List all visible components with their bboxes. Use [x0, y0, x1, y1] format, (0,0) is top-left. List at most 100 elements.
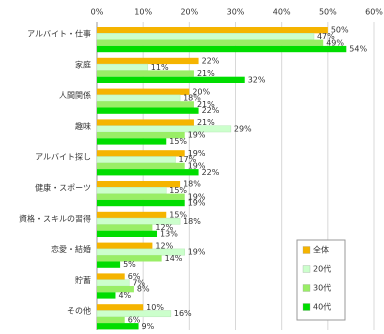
bar: [97, 181, 181, 188]
value-label: 7%: [132, 278, 145, 287]
value-label: 10%: [146, 303, 164, 312]
x-tick-label: 40%: [273, 8, 291, 17]
y-tick-label: 人間関係: [59, 91, 91, 100]
bar: [97, 119, 194, 126]
bar: [97, 88, 190, 95]
bar: [97, 242, 153, 249]
bar: [97, 107, 199, 114]
bar: [97, 199, 185, 207]
value-label: 19%: [188, 131, 206, 140]
bar: [97, 76, 245, 83]
value-label: 18%: [183, 180, 201, 189]
value-label: 5%: [123, 260, 136, 269]
value-label: 19%: [188, 149, 206, 158]
bar: [97, 169, 199, 176]
value-label: 15%: [169, 137, 187, 146]
bar: [97, 316, 125, 324]
value-label: 50%: [331, 26, 349, 35]
bar: [97, 230, 158, 237]
legend-label: 30代: [313, 283, 331, 293]
bar: [97, 224, 153, 231]
value-label: 13%: [160, 229, 178, 238]
bar: [97, 193, 185, 200]
value-label: 12%: [155, 223, 173, 232]
value-label: 6%: [128, 272, 141, 281]
value-label: 19%: [188, 199, 206, 208]
value-label: 18%: [183, 94, 201, 103]
bar: [97, 323, 139, 330]
bar: [97, 211, 167, 219]
legend-label: 20代: [313, 264, 331, 274]
value-label: 18%: [183, 217, 201, 226]
bar: [97, 101, 194, 108]
x-tick-label: 50%: [319, 8, 337, 17]
legend-swatch: [302, 265, 311, 273]
legend-label: 全体: [313, 245, 329, 255]
value-label: 15%: [169, 186, 187, 195]
bar: [96, 156, 176, 164]
x-tick-label: 10%: [134, 8, 152, 17]
value-label: 11%: [151, 63, 169, 72]
y-tick-label: 健康・スポーツ: [35, 183, 91, 193]
value-label: 19%: [188, 248, 206, 257]
value-label: 14%: [165, 254, 183, 263]
value-label: 6%: [128, 315, 141, 324]
value-label: 12%: [155, 241, 173, 250]
y-tick-label: アルバイト探し: [35, 152, 91, 162]
value-label: 21%: [197, 118, 215, 127]
bar: [97, 162, 185, 170]
bar: [96, 94, 181, 102]
y-tick-label: 趣味: [75, 121, 91, 131]
value-label: 19%: [188, 161, 206, 170]
bar: [97, 39, 324, 46]
x-tick-label: 20%: [180, 8, 198, 17]
bar: [96, 125, 232, 133]
value-label: 47%: [317, 32, 335, 41]
bar: [96, 63, 149, 71]
value-label: 20%: [192, 87, 210, 96]
legend-swatch: [302, 284, 311, 292]
bar: [97, 132, 185, 139]
value-label: 15%: [169, 210, 187, 219]
value-label: 8%: [137, 285, 150, 294]
bar: [97, 292, 116, 299]
value-label: 19%: [188, 192, 206, 201]
value-label: 21%: [197, 100, 215, 109]
bar: [97, 27, 328, 34]
value-label: 16%: [174, 309, 192, 318]
value-label: 49%: [326, 38, 344, 47]
bar: [97, 57, 199, 65]
bar: [96, 187, 167, 194]
x-tick-label: 60%: [365, 8, 383, 17]
bar: [97, 286, 134, 293]
legend-swatch: [302, 246, 311, 254]
bar: [96, 279, 130, 287]
y-tick-label: 貯蓄: [75, 275, 91, 285]
value-label: 22%: [202, 106, 220, 115]
bar: [97, 70, 194, 77]
value-label: 22%: [202, 56, 220, 65]
value-label: 21%: [197, 69, 215, 78]
value-label: 17%: [178, 155, 196, 164]
legend-swatch: [302, 303, 311, 311]
value-label: 54%: [349, 45, 367, 54]
value-label: 4%: [118, 291, 131, 300]
bar: [97, 304, 144, 311]
bar: [97, 273, 125, 280]
bar: [97, 255, 162, 262]
value-label: 29%: [234, 124, 252, 133]
bar: [96, 33, 315, 40]
y-tick-label: 資格・スキルの習得: [19, 213, 91, 223]
legend-label: 40代: [313, 302, 331, 312]
x-tick-label: 30%: [227, 8, 245, 17]
bar: [97, 150, 185, 157]
bar: [97, 261, 121, 268]
value-label: 9%: [142, 322, 155, 331]
bar: [97, 45, 347, 53]
y-tick-label: その他: [67, 306, 91, 316]
y-tick-label: アルバイト・仕事: [27, 29, 91, 39]
bar: [96, 310, 172, 318]
y-tick-label: 恋愛・結婚: [51, 244, 91, 254]
y-tick-label: 家庭: [75, 59, 91, 69]
